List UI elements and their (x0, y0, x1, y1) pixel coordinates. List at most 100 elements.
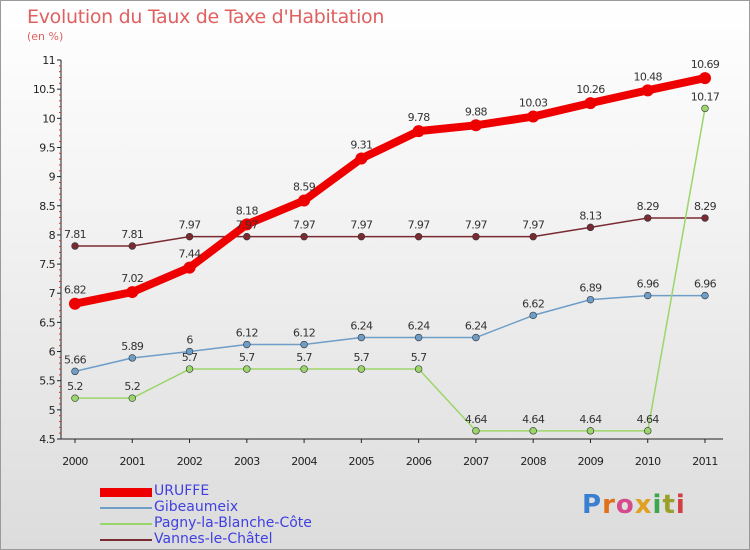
data-label: 10.03 (519, 97, 548, 110)
data-point (529, 311, 537, 320)
data-label: 4.64 (465, 413, 488, 426)
logo-letter: r (602, 490, 616, 520)
data-point (185, 365, 194, 373)
logo-letter: P (582, 490, 603, 520)
data-label: 6.24 (465, 320, 488, 333)
data-label: 6.82 (64, 284, 86, 297)
x-tick-label: 2001 (119, 455, 145, 468)
legend-label: Pagny-la-Blanche-Côte (154, 515, 312, 531)
data-point (701, 291, 709, 300)
data-label: 7.97 (178, 219, 201, 232)
data-point (584, 97, 597, 110)
data-label: 5.7 (354, 351, 370, 364)
data-label: 4.64 (522, 413, 545, 426)
data-label: 8.59 (293, 181, 316, 194)
data-point (128, 354, 136, 362)
y-tick-label: 8.5 (39, 200, 55, 213)
labels-vannes-le-ch-tel: 7.81 7.81 7.97 7.97 7.97 7.97 7.97 7.97 7.97 8.13… (64, 200, 717, 241)
data-label: 7.97 (408, 219, 431, 232)
data-point (644, 291, 652, 300)
data-point (701, 214, 709, 222)
data-point (644, 427, 652, 435)
data-point (71, 242, 79, 250)
legend-item: Gibeaumeix (100, 499, 500, 516)
data-label: 8.29 (694, 200, 717, 213)
y-tick-label: 10 (42, 112, 55, 125)
data-point (529, 427, 537, 435)
data-point (699, 72, 711, 85)
series-line (71, 74, 709, 308)
data-point (529, 232, 537, 241)
data-label: 5.2 (124, 380, 140, 393)
x-tick-label: 2010 (635, 455, 661, 468)
legend-item: Pagny-la-Blanche-Côte (100, 515, 500, 532)
data-point (240, 218, 253, 231)
data-point (472, 427, 480, 435)
data-point (357, 333, 366, 342)
data-point (355, 152, 368, 165)
data-label: 10.26 (576, 83, 605, 96)
data-point (126, 286, 139, 299)
y-tick-label: 9 (49, 171, 56, 184)
data-label: 6 (186, 334, 193, 347)
data-point (472, 333, 480, 342)
data-label: 4.64 (637, 413, 660, 426)
logo-letter: i (652, 490, 663, 520)
data-point (71, 394, 79, 402)
data-point (185, 347, 194, 356)
data-label: 7.97 (522, 219, 545, 232)
legend-swatch (100, 523, 152, 525)
series-line (74, 294, 706, 373)
data-point (185, 232, 194, 241)
y-tick-label: 6.5 (39, 316, 55, 329)
y-tick-label: 6 (49, 346, 56, 359)
y-tick-label: 5 (49, 404, 56, 417)
logo-letter: i (675, 490, 686, 520)
logo-letter: x (634, 490, 653, 520)
labels-uruffe: 6.82 7.02 7.44 8.18 8.59 9.31 9.78 9.88 10.03 10.… (64, 58, 720, 297)
y-tick-label: 8 (49, 229, 56, 242)
data-point (412, 125, 425, 138)
logo-letter: o (615, 490, 635, 520)
data-point (472, 232, 480, 241)
data-point (300, 232, 308, 241)
chart-title: Evolution du Taux de Taxe d'Habitation (27, 6, 385, 28)
legend-label: Gibeaumeix (154, 499, 239, 515)
data-point (300, 340, 308, 349)
data-label: 9.31 (350, 139, 372, 152)
x-tick-label: 2004 (291, 455, 317, 468)
chart-subtitle: (en %) (27, 30, 64, 43)
x-tick-label: 2003 (234, 455, 260, 468)
y-tick-label: 7 (49, 287, 56, 300)
data-label: 6.89 (579, 282, 602, 295)
data-point (300, 365, 308, 373)
y-tick-label: 7.5 (39, 258, 55, 271)
data-point (469, 119, 482, 132)
data-point (71, 367, 79, 376)
y-tick-label: 10.5 (33, 83, 56, 96)
data-label: 6.12 (236, 327, 258, 340)
data-label: 7.81 (64, 228, 86, 241)
data-label: 5.66 (64, 353, 87, 366)
data-point (183, 261, 196, 274)
data-label: 9.78 (408, 111, 431, 124)
legend-swatch (100, 507, 152, 509)
data-point (586, 223, 595, 232)
y-tick-label: 11 (42, 54, 55, 67)
x-tick-label: 2007 (463, 455, 489, 468)
data-point (357, 232, 366, 241)
data-label: 7.97 (236, 219, 259, 232)
data-point (414, 232, 423, 241)
logo-letter: t (662, 490, 676, 520)
series-gibeaumeix (71, 291, 709, 376)
data-label: 10.69 (691, 58, 720, 71)
data-label: 8.13 (579, 209, 602, 222)
x-tick-label: 2011 (692, 455, 718, 468)
data-label: 7.97 (465, 219, 488, 232)
data-point (414, 365, 423, 373)
x-tick-label: 2000 (62, 455, 88, 468)
x-tick-label: 2006 (406, 455, 432, 468)
data-label: 6.24 (408, 320, 431, 333)
labels-pagny-la-blanche-c-te: 5.2 5.2 5.7 5.7 5.7 5.7 5.7 4.64 4.64 4.64 4.64 10.… (67, 90, 720, 425)
